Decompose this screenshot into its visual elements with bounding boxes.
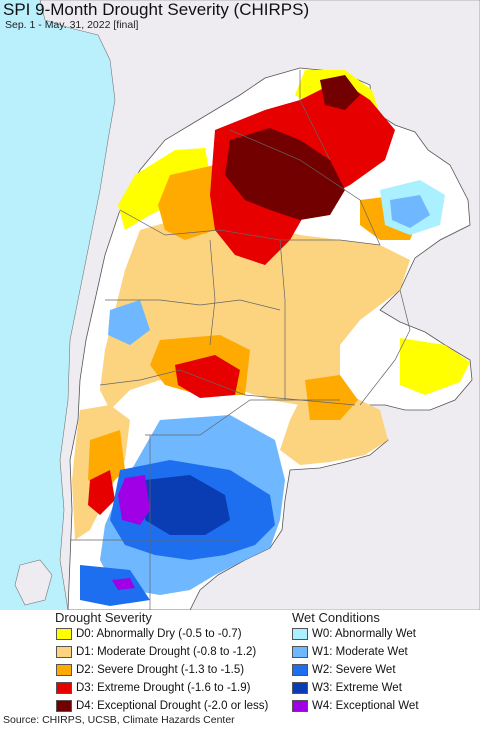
legend-swatch-w0 — [292, 628, 308, 640]
legend-label-d1: D1: Moderate Drought (-0.8 to -1.2) — [76, 646, 257, 658]
legend-label-d4: D4: Exceptional Drought (-2.0 or less) — [76, 700, 269, 712]
legend-swatch-w4 — [292, 700, 308, 712]
legend-swatch-d3 — [56, 682, 72, 694]
legend-item-w1: W1: Moderate Wet — [292, 644, 408, 660]
wet-patches — [80, 180, 445, 606]
legend-label-w1: W1: Moderate Wet — [312, 646, 408, 658]
legend-swatch-d2 — [56, 664, 72, 676]
legend-label-d2: D2: Severe Drought (-1.3 to -1.5) — [76, 664, 245, 676]
legend-label-w0: W0: Abnormally Wet — [312, 628, 416, 640]
legend-swatch-w3 — [292, 682, 308, 694]
legend-swatch-d1 — [56, 646, 72, 658]
legend-swatch-d0 — [56, 628, 72, 640]
legend-item-w2: W2: Severe Wet — [292, 662, 396, 678]
legend-label-w2: W2: Severe Wet — [312, 664, 396, 676]
province-borders — [70, 70, 471, 610]
map-title: SPI 9-Month Drought Severity (CHIRPS) — [3, 0, 310, 19]
legend-item-d4: D4: Exceptional Drought (-2.0 or less) — [56, 698, 268, 714]
legend-item-d0: D0: Abnormally Dry (-0.5 to -0.7) — [56, 626, 242, 642]
legend-item-d1: D1: Moderate Drought (-0.8 to -1.2) — [56, 644, 256, 660]
legend-label-w4: W4: Exceptional Wet — [312, 700, 419, 712]
chile-islands — [14, 559, 53, 606]
legend-swatch-d4 — [56, 700, 72, 712]
legend-label-d3: D3: Extreme Drought (-1.6 to -1.9) — [76, 682, 251, 694]
drought-map — [0, 0, 480, 610]
legend-item-w4: W4: Exceptional Wet — [292, 698, 419, 714]
wet-legend-heading: Wet Conditions — [292, 610, 380, 625]
legend-swatch-w1 — [292, 646, 308, 658]
legend-label-w3: W3: Extreme Wet — [312, 682, 402, 694]
legend-item-w3: W3: Extreme Wet — [292, 680, 402, 696]
legend-item-d2: D2: Severe Drought (-1.3 to -1.5) — [56, 662, 244, 678]
legend-label-d0: D0: Abnormally Dry (-0.5 to -0.7) — [76, 628, 242, 640]
drought-legend-heading: Drought Severity — [55, 610, 152, 625]
drought-patches — [72, 70, 470, 540]
legend-swatch-w2 — [292, 664, 308, 676]
legend-item-w0: W0: Abnormally Wet — [292, 626, 416, 642]
source-credit: Source: CHIRPS, UCSB, Climate Hazards Ce… — [3, 714, 235, 726]
legend-item-d3: D3: Extreme Drought (-1.6 to -1.9) — [56, 680, 250, 696]
map-subtitle: Sep. 1 - May. 31, 2022 [final] — [5, 19, 139, 31]
